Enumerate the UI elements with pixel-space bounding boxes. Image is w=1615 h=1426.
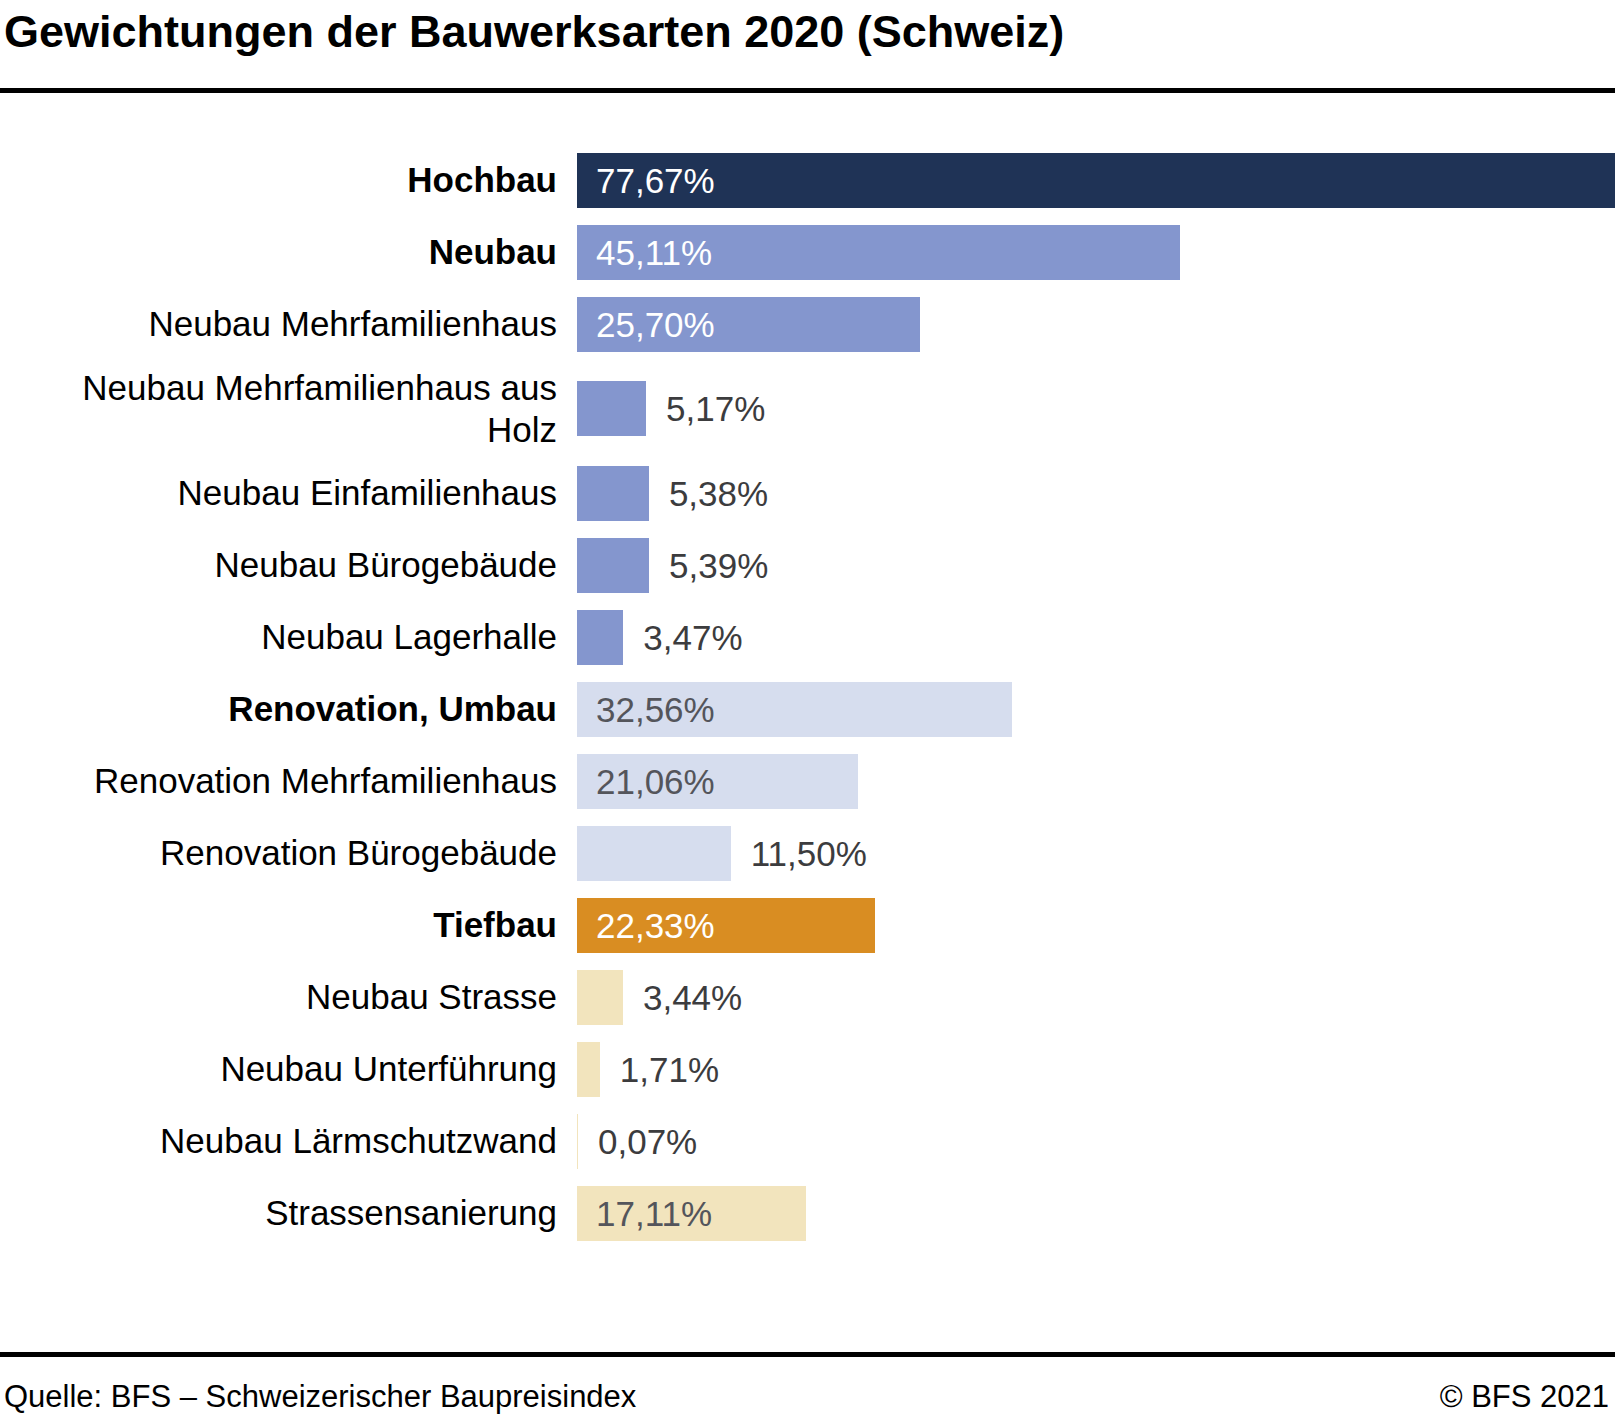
bar-value-label: 25,70% [577,307,715,342]
bar [577,610,623,665]
bar: 22,33% [577,898,875,953]
bar-category-label: Hochbau [0,159,577,201]
bar-category-label: Renovation, Umbau [0,688,577,730]
footer-divider [0,1352,1615,1357]
bar-track: 17,11% [577,1186,1615,1241]
bar-category-label: Neubau Strasse [0,976,577,1018]
chart-row: Hochbau77,67% [0,144,1615,216]
bar-category-label: Neubau Unterführung [0,1048,577,1090]
title-divider [0,88,1615,93]
bar-value-label: 32,56% [577,692,715,727]
bar-category-label: Neubau Lärmschutzwand [0,1120,577,1162]
bar-category-label: Neubau Mehrfamilienhaus aus Holz [0,367,577,451]
bar-category-label: Renovation Bürogebäude [0,832,577,874]
bar [577,970,623,1025]
chart-row: Neubau45,11% [0,216,1615,288]
bar-value-label: 22,33% [577,908,715,943]
bar-category-label: Neubau Einfamilienhaus [0,472,577,514]
bar: 45,11% [577,225,1180,280]
bar [577,466,649,521]
bar-category-label: Tiefbau [0,904,577,946]
bar-track: 5,38% [577,466,1615,521]
bar: 77,67% [577,153,1615,208]
chart-row: Renovation, Umbau32,56% [0,673,1615,745]
bar [577,381,646,436]
bar-value-label: 45,11% [577,235,712,270]
chart-row: Tiefbau22,33% [0,889,1615,961]
bar-value-label: 17,11% [577,1196,712,1231]
footer-spacer [0,1249,1615,1352]
bar-value-label: 1,71% [620,1052,719,1087]
bar-track: 32,56% [577,682,1615,737]
bar: 32,56% [577,682,1012,737]
chart-row: Neubau Einfamilienhaus 5,38% [0,457,1615,529]
bar-track: 1,71% [577,1042,1615,1097]
bar-category-label: Renovation Mehrfamilienhaus [0,760,577,802]
bar-value-label: 5,39% [669,548,768,583]
chart-row: Neubau Lagerhalle 3,47% [0,601,1615,673]
bar-track: 77,67% [577,153,1615,208]
chart-row: Neubau Strasse 3,44% [0,961,1615,1033]
bar: 25,70% [577,297,920,352]
page-title: Gewichtungen der Bauwerksarten 2020 (Sch… [4,6,1615,58]
bar-value-label: 3,44% [643,980,742,1015]
bar-category-label: Neubau Mehrfamilienhaus [0,303,577,345]
bar [577,538,649,593]
bar-value-label: 0,07% [598,1124,697,1159]
bar: 17,11% [577,1186,806,1241]
bar-chart: Hochbau77,67%Neubau45,11%Neubau Mehrfami… [0,144,1615,1249]
copyright-text: © BFS 2021 [1440,1379,1609,1415]
bar-track: 3,47% [577,610,1615,665]
chart-row: Renovation Mehrfamilienhaus21,06% [0,745,1615,817]
chart-row: Renovation Bürogebäude 11,50% [0,817,1615,889]
chart-row: Strassensanierung17,11% [0,1177,1615,1249]
chart-row: Neubau Bürogebäude 5,39% [0,529,1615,601]
bar-category-label: Strassensanierung [0,1192,577,1234]
chart-row: Neubau Unterführung 1,71% [0,1033,1615,1105]
bar-track: 21,06% [577,754,1615,809]
bar-category-label: Neubau Bürogebäude [0,544,577,586]
bar: 21,06% [577,754,858,809]
bar-track: 25,70% [577,297,1615,352]
bar-track: 5,39% [577,538,1615,593]
bar-category-label: Neubau [0,231,577,273]
bar-track: 11,50% [577,826,1615,881]
bar-track: 5,17% [577,381,1615,436]
bar [577,826,731,881]
bar-track: 3,44% [577,970,1615,1025]
bar-track: 45,11% [577,225,1615,280]
bar-value-label: 77,67% [577,163,715,198]
bar-value-label: 5,38% [669,476,768,511]
bar-value-label: 21,06% [577,764,715,799]
bar [577,1114,578,1169]
bar-track: 0,07% [577,1114,1615,1169]
chart-row: Neubau Lärmschutzwand 0,07% [0,1105,1615,1177]
bar-value-label: 3,47% [643,620,742,655]
source-text: Quelle: BFS – Schweizerischer Baupreisin… [4,1379,636,1415]
chart-row: Neubau Mehrfamilienhaus aus Holz 5,17% [0,360,1615,457]
bar-value-label: 5,17% [666,391,765,426]
bar-category-label: Neubau Lagerhalle [0,616,577,658]
bar [577,1042,600,1097]
bar-track: 22,33% [577,898,1615,953]
bar-value-label: 11,50% [751,836,867,871]
chart-row: Neubau Mehrfamilienhaus25,70% [0,288,1615,360]
footer: Quelle: BFS – Schweizerischer Baupreisin… [0,1379,1615,1415]
